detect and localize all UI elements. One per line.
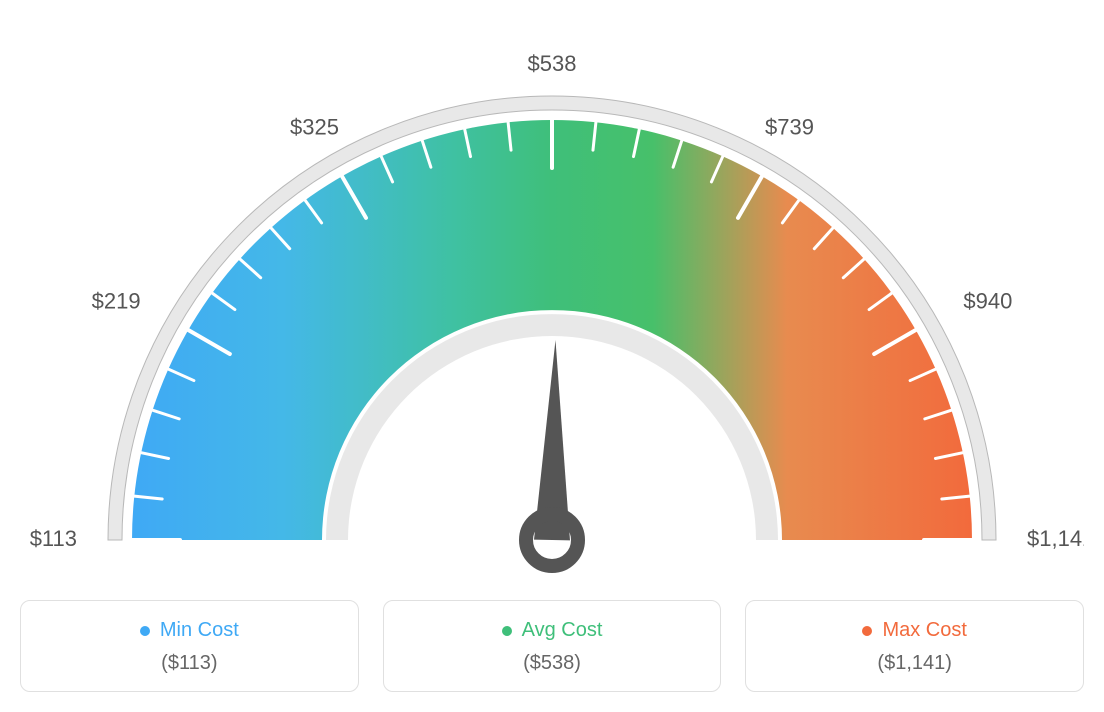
legend-row: Min Cost ($113) Avg Cost ($538) Max Cost… [20,600,1084,692]
svg-text:$113: $113 [30,526,77,551]
legend-title-avg: Avg Cost [522,619,603,642]
svg-text:$1,141: $1,141 [1027,526,1084,551]
legend-value-avg: ($538) [404,652,701,675]
legend-title-max: Max Cost [882,619,966,642]
legend-card-avg: Avg Cost ($538) [383,600,722,692]
svg-text:$219: $219 [92,289,141,314]
legend-title-line: Min Cost [41,619,338,642]
legend-dot-min [140,626,150,636]
legend-dot-avg [502,626,512,636]
legend-card-min: Min Cost ($113) [20,600,359,692]
legend-title-line: Avg Cost [404,619,701,642]
legend-title-min: Min Cost [160,619,239,642]
cost-gauge-chart: $113 $219 $325 $538 $739 $940 $1,141 [20,20,1084,580]
gauge-svg: $113 $219 $325 $538 $739 $940 $1,141 [20,20,1084,580]
legend-value-min: ($113) [41,652,338,675]
svg-text:$940: $940 [963,289,1012,314]
svg-text:$739: $739 [765,115,814,140]
svg-text:$325: $325 [290,115,339,140]
legend-value-max: ($1,141) [766,652,1063,675]
legend-dot-max [862,626,872,636]
legend-title-line: Max Cost [766,619,1063,642]
legend-card-max: Max Cost ($1,141) [745,600,1084,692]
svg-text:$538: $538 [528,51,577,76]
